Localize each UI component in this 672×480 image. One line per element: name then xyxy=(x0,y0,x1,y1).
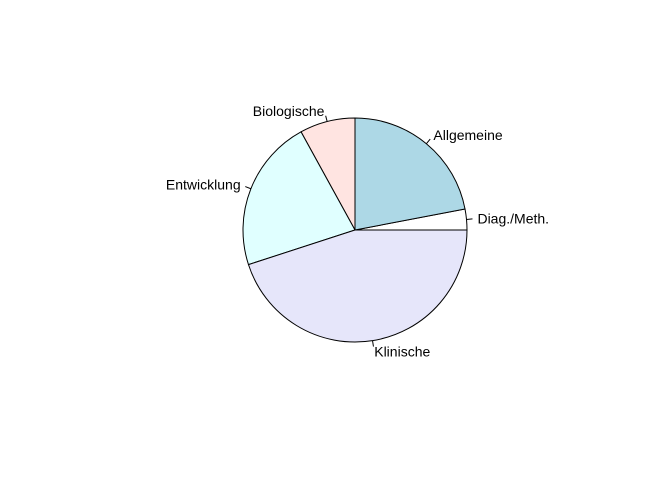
pie-label-diag-meth: Diag./Meth. xyxy=(477,210,549,226)
pie-label-ticks xyxy=(245,115,473,347)
pie-label-klinische: Klinische xyxy=(374,343,430,359)
pie-label-allgemeine: Allgemeine xyxy=(433,127,502,143)
pie-tick-allgemeine xyxy=(426,138,431,145)
pie-label-entwicklung: Entwicklung xyxy=(166,177,241,193)
pie-tick-diag-meth xyxy=(466,218,473,220)
pie-slice-allgemeine xyxy=(354,117,466,231)
pie-tick-klinische xyxy=(372,340,374,347)
pie-label-biologische: Biologische xyxy=(253,103,325,119)
pie-tick-biologische xyxy=(325,115,328,122)
pie-slices xyxy=(242,117,468,343)
pie-labels: Diag./Meth. Allgemeine Biologische Entwickl… xyxy=(166,103,549,360)
pie-slice-entwicklung xyxy=(242,131,356,266)
pie-slice-klinische xyxy=(247,229,468,343)
pie-tick-entwicklung xyxy=(245,186,252,190)
